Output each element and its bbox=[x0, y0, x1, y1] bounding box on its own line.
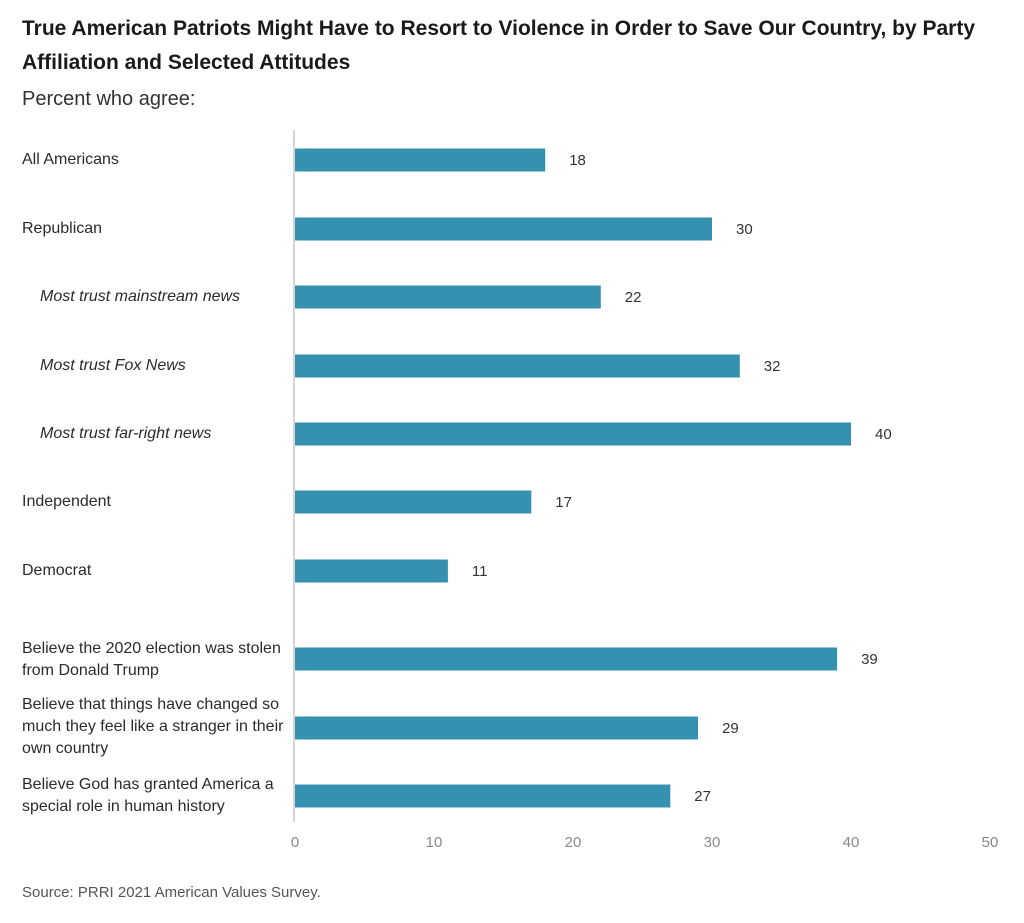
chart-title: True American Patriots Might Have to Res… bbox=[22, 17, 975, 74]
category-label: Most trust mainstream news bbox=[40, 288, 241, 305]
category-label: Most trust far-right news bbox=[40, 425, 212, 442]
data-label: 27 bbox=[694, 788, 711, 805]
bar bbox=[295, 716, 699, 740]
source-note: Source: PRRI 2021 American Values Survey… bbox=[22, 884, 321, 901]
x-tick-label: 20 bbox=[565, 834, 582, 851]
x-tick-label: 50 bbox=[982, 834, 999, 851]
bar bbox=[295, 285, 601, 309]
category-label: Believe God has granted America a specia… bbox=[22, 776, 274, 815]
data-label: 18 bbox=[569, 152, 586, 169]
data-label: 40 bbox=[875, 426, 892, 443]
bar bbox=[295, 217, 712, 241]
x-tick-label: 40 bbox=[843, 834, 860, 851]
bar bbox=[295, 148, 546, 172]
category-label: Believe the 2020 election was stolen fro… bbox=[22, 640, 281, 679]
bar bbox=[295, 422, 851, 446]
bar bbox=[295, 647, 838, 671]
data-label: 30 bbox=[736, 221, 753, 238]
category-label: Independent bbox=[22, 493, 111, 510]
x-tick-label: 0 bbox=[291, 834, 299, 851]
bar bbox=[295, 559, 448, 583]
chart-subtitle: Percent who agree: bbox=[22, 88, 196, 110]
x-tick-label: 30 bbox=[704, 834, 721, 851]
bar bbox=[295, 784, 671, 808]
data-label: 32 bbox=[764, 358, 781, 375]
category-label: Believe that things have changed so much… bbox=[22, 696, 284, 757]
bar-chart: 18 30 22 32 40 17 11 39 29 27 0 10 20 30 40 50 bbox=[291, 130, 999, 851]
data-label: 39 bbox=[861, 651, 878, 668]
bar bbox=[295, 354, 740, 378]
data-label: 22 bbox=[625, 289, 642, 306]
category-label: Most trust Fox News bbox=[40, 357, 186, 374]
category-label: Democrat bbox=[22, 562, 92, 579]
data-label: 11 bbox=[472, 563, 488, 580]
data-label: 29 bbox=[722, 720, 739, 737]
bar bbox=[295, 490, 532, 514]
category-label: Republican bbox=[22, 220, 103, 237]
category-label: All Americans bbox=[22, 151, 119, 168]
data-label: 17 bbox=[555, 494, 572, 511]
x-tick-label: 10 bbox=[426, 834, 443, 851]
